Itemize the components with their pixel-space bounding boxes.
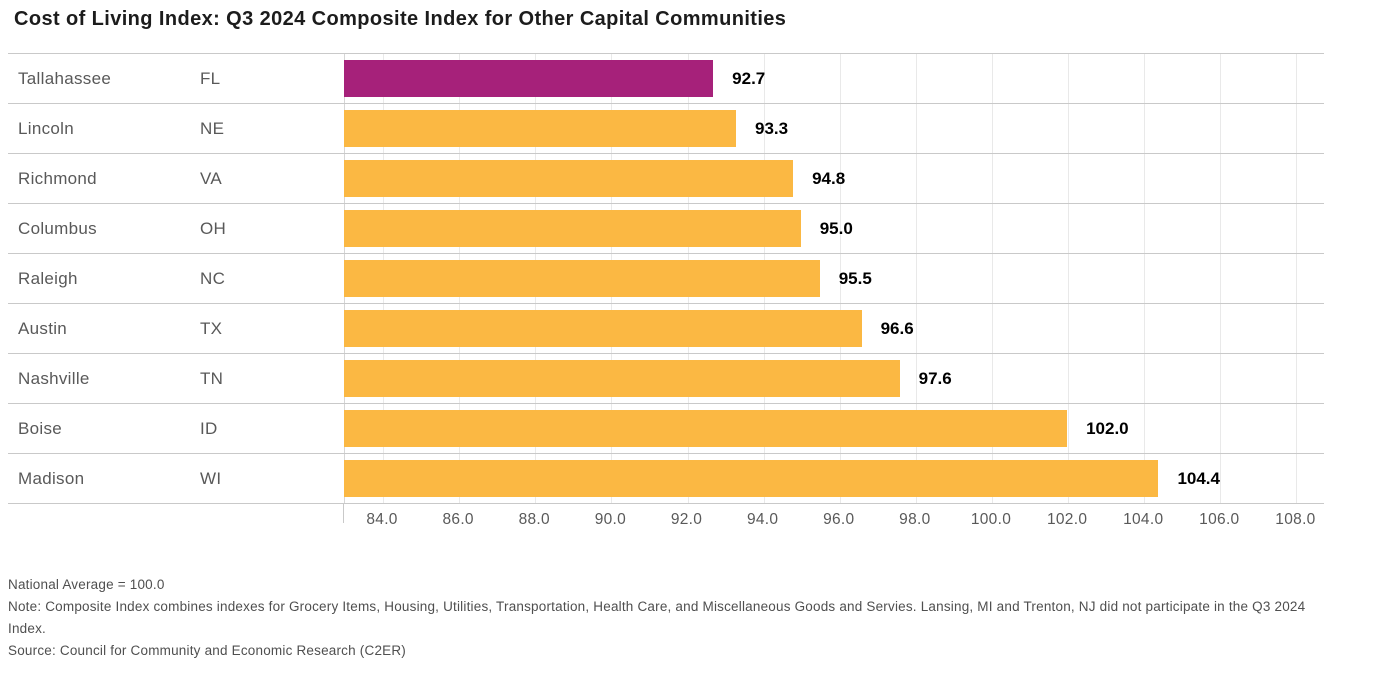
bar bbox=[344, 310, 862, 347]
gridline bbox=[839, 53, 841, 503]
bar bbox=[344, 160, 794, 197]
x-tick-label: 106.0 bbox=[1199, 511, 1240, 528]
table-row: Boise ID 102.0 bbox=[8, 403, 1324, 453]
value-label: 92.7 bbox=[732, 69, 766, 88]
bar-track: 94.8 bbox=[344, 154, 1324, 203]
bar-track: 95.0 bbox=[344, 204, 1324, 253]
x-tick-label: 88.0 bbox=[518, 511, 550, 528]
city-label: Boise bbox=[18, 418, 63, 438]
x-tick-label: 92.0 bbox=[670, 511, 703, 528]
x-tick-label: 108.0 bbox=[1275, 511, 1316, 528]
state-label: TX bbox=[200, 318, 223, 338]
x-tick-label: 94.0 bbox=[746, 511, 779, 528]
footnote-national-average: National Average = 100.0 bbox=[8, 577, 165, 592]
bar bbox=[344, 60, 714, 97]
city-label: Richmond bbox=[18, 168, 97, 188]
state-label: VA bbox=[200, 168, 223, 188]
bar-track: 104.4 bbox=[344, 454, 1324, 503]
city-label: Madison bbox=[18, 468, 85, 488]
gridline bbox=[1220, 53, 1222, 503]
x-tick-label: 98.0 bbox=[899, 511, 931, 528]
bar-chart-rows: Tallahassee FL 92.7 Lincoln NE 93.3 Rich… bbox=[8, 53, 1324, 504]
state-label: TN bbox=[200, 368, 224, 388]
city-label: Lincoln bbox=[18, 118, 74, 138]
bar bbox=[344, 110, 736, 147]
value-label: 95.0 bbox=[819, 219, 853, 238]
value-label: 102.0 bbox=[1086, 419, 1129, 438]
x-tick-label: 104.0 bbox=[1123, 511, 1164, 528]
bar-track: 92.7 bbox=[344, 54, 1324, 103]
bar-track: 95.5 bbox=[344, 254, 1324, 303]
state-label: WI bbox=[200, 468, 222, 488]
gridline bbox=[991, 53, 993, 503]
value-label: 95.5 bbox=[838, 269, 872, 288]
table-row: Austin TX 96.6 bbox=[8, 303, 1324, 353]
x-tick-label: 102.0 bbox=[1046, 511, 1088, 528]
gridline bbox=[1296, 53, 1298, 503]
gridline bbox=[915, 53, 917, 503]
x-axis-origin-tick bbox=[343, 503, 344, 523]
x-tick-label: 90.0 bbox=[594, 511, 627, 528]
x-tick-label: 96.0 bbox=[823, 511, 855, 528]
value-label: 104.4 bbox=[1177, 469, 1220, 488]
city-label: Tallahassee bbox=[18, 68, 112, 88]
state-label: NC bbox=[200, 268, 226, 288]
footnotes: National Average = 100.0 Note: Composite… bbox=[8, 574, 1330, 662]
x-tick-label: 100.0 bbox=[970, 511, 1012, 528]
bar bbox=[344, 460, 1159, 497]
value-label: 94.8 bbox=[812, 169, 846, 188]
city-label: Austin bbox=[18, 318, 68, 338]
value-label: 93.3 bbox=[755, 119, 789, 138]
bar bbox=[344, 410, 1068, 447]
value-label: 96.6 bbox=[880, 319, 914, 338]
bar bbox=[344, 260, 820, 297]
gridline bbox=[1144, 53, 1146, 503]
table-row: Lincoln NE 93.3 bbox=[8, 103, 1324, 153]
gridline bbox=[1068, 53, 1070, 503]
x-tick-label: 86.0 bbox=[442, 511, 474, 528]
state-label: ID bbox=[200, 418, 218, 438]
table-row: Raleigh NC 95.5 bbox=[8, 253, 1324, 303]
table-row: Richmond VA 94.8 bbox=[8, 153, 1324, 203]
city-label: Columbus bbox=[18, 218, 97, 238]
x-tick-label: 84.0 bbox=[366, 511, 398, 528]
bar-track: 97.6 bbox=[344, 354, 1324, 403]
footnote-note: Note: Composite Index combines indexes f… bbox=[8, 599, 1306, 636]
table-row: Columbus OH 95.0 bbox=[8, 203, 1324, 253]
footnote-source: Source: Council for Community and Econom… bbox=[8, 643, 406, 658]
chart-title: Cost of Living Index: Q3 2024 Composite … bbox=[14, 8, 787, 30]
table-row: Madison WI 104.4 bbox=[8, 453, 1324, 503]
table-row: Nashville TN 97.6 bbox=[8, 353, 1324, 403]
bar bbox=[344, 210, 801, 247]
state-label: FL bbox=[200, 68, 221, 88]
bar-track: 96.6 bbox=[344, 304, 1324, 353]
bar-track: 93.3 bbox=[344, 104, 1324, 153]
x-axis: 84.0 86.0 88.0 90.0 92.0 94.0 96.0 98.0 100.0 102… bbox=[343, 503, 1324, 539]
state-label: OH bbox=[200, 218, 227, 238]
city-label: Raleigh bbox=[18, 268, 78, 288]
state-label: NE bbox=[200, 118, 225, 138]
value-label: 97.6 bbox=[918, 369, 952, 388]
bar-track: 102.0 bbox=[344, 404, 1324, 453]
city-label: Nashville bbox=[18, 368, 90, 388]
table-row: Tallahassee FL 92.7 bbox=[8, 53, 1324, 103]
bar bbox=[344, 360, 900, 397]
